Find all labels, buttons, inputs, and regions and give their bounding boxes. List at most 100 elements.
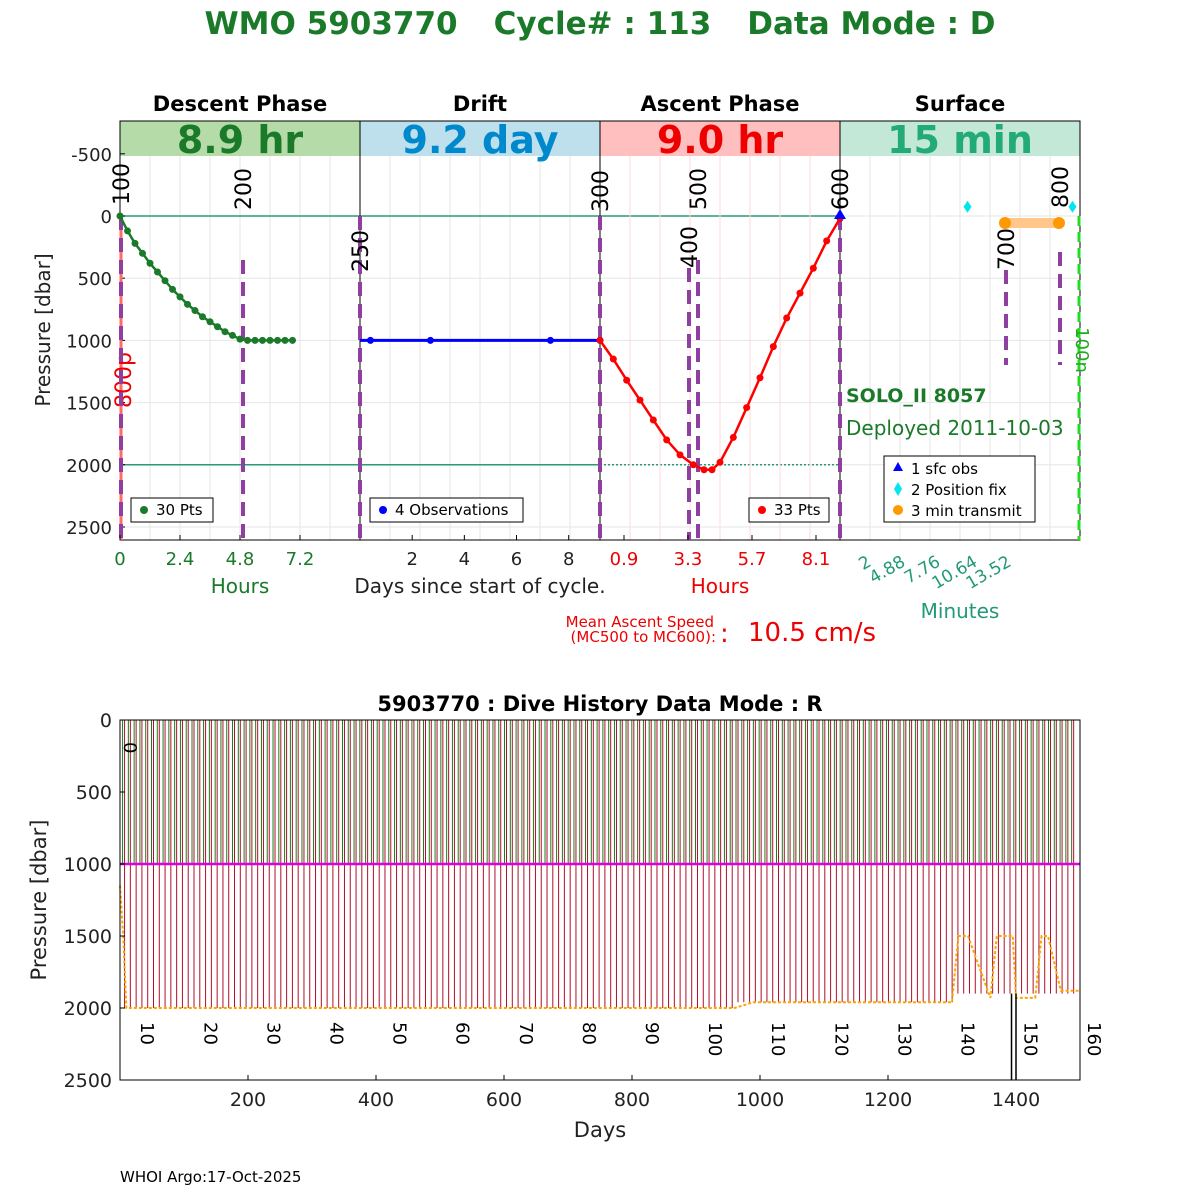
descent-point [251,336,259,344]
descent-point [146,259,154,267]
profile-depth-series [119,885,1080,1009]
x-tick-label: 8 [563,549,574,570]
drift-point [426,336,434,344]
legend-position-fix-label: 2 Position fix [911,481,1007,499]
descent-point [274,336,281,344]
descent-point [199,313,206,321]
cycle-number-label: 30 [262,1022,283,1045]
phase-band-surface [840,121,1080,156]
position-fix-marker [1068,200,1077,213]
x-tick-label: 600 [486,1089,522,1111]
ascent-point [716,458,724,466]
descent-point [214,323,221,331]
cycle-number-label: 80 [578,1022,599,1045]
y-tick-label: -500 [71,145,112,166]
cycle-number-label: 100 [704,1022,725,1056]
ascent-point [596,336,604,344]
phase-band-drift [360,121,600,156]
transmit-end-marker [1053,217,1065,229]
x-tick-label: 800 [614,1089,650,1111]
descent-point [229,331,236,339]
descent-point [266,336,274,344]
legend-sfc-obs-swatch [893,462,903,471]
drift-point [366,336,374,344]
legend-transmit-label: 3 min transmit [911,502,1022,520]
deployed-date: Deployed 2011-10-03 [846,416,1064,440]
phase-band-descent [120,121,360,156]
cycle-number-label: 50 [389,1022,410,1045]
drift-point [546,336,554,344]
mc-marker-label: 500 [687,168,712,210]
ascent-point [676,451,684,459]
ascent-speed-value: 10.5 cm/s [748,618,876,648]
cycle-number-label: 20 [199,1022,220,1045]
descent-point [139,249,146,257]
cycle-number-label: 120 [830,1022,851,1056]
ascent-point [623,376,631,384]
ascent-point [823,237,831,245]
y-tick-label: 0 [100,710,112,732]
y-tick-label: 500 [76,782,112,804]
legend-ascent-label: 33 Pts [774,501,821,519]
legend-transmit-swatch [893,505,903,515]
x-tick-label: 1000 [736,1089,784,1111]
ascent-point [729,433,737,441]
mc-marker-label: 800 [1049,166,1074,208]
descent-point [281,336,289,344]
x-tick-label: 5.7 [738,549,767,570]
bottom-axes-frame [119,719,1081,1081]
green-vertical-label: 100n [1071,327,1092,373]
phase-duration-drift: 9.2 day [402,118,559,162]
y-axis-label: Pressure [dbar] [27,820,51,981]
cycle-number-label: 140 [957,1022,978,1056]
x-tick-label: 7.2 [286,549,315,570]
legend-sfc-obs-label: 1 sfc obs [911,460,978,478]
ascent-speed-colon: : [720,619,729,649]
y-axis-label: Pressure [dbar] [31,253,55,406]
descent-point [259,336,266,344]
figure-title: WMO 5903770 Cycle# : 113 Data Mode : D [204,6,995,42]
x-tick-label: 0 [114,549,125,570]
ascent-point [756,374,764,382]
mc-marker-label: 100 [110,163,135,205]
mc-marker-label: 700 [995,228,1020,270]
x-label-surface: Minutes [921,599,1000,623]
cycle-number-label: 70 [515,1022,536,1045]
phase-duration-descent: 8.9 hr [177,118,304,162]
x-label-drift: Days since start of cycle. [354,574,605,598]
x-tick-label: 3.3 [674,549,703,570]
mc-marker-label: 300 [589,170,614,212]
descent-point [289,336,296,344]
x-tick-label: 4.8 [226,549,255,570]
dive-history-panel: 5903770 : Dive History Data Mode : R0500… [27,692,1104,1142]
descent-point [236,335,244,343]
ascent-point [783,314,791,322]
y-tick-label: 2500 [66,518,112,539]
ascent-point [689,461,697,469]
float-name: SOLO_II 8057 [846,385,987,407]
legend-drift-box [369,497,524,523]
descent-point [154,268,161,276]
x-tick-label: 6 [511,549,522,570]
y-tick-label: 1500 [64,926,112,948]
descent-point [184,300,191,308]
x-tick-label: 4 [459,549,470,570]
descent-point [161,277,169,285]
descent-point [131,239,139,247]
legend-ascent-swatch [758,506,766,514]
x-tick-label: 0.9 [610,549,639,570]
x-tick-label: 2 [406,549,417,570]
y-tick-label: 500 [78,269,112,290]
legend-drift-label: 4 Observations [395,501,509,519]
cycle-number-label: 110 [767,1022,788,1056]
phase-duration-surface: 15 min [887,118,1033,162]
cycle-number-label: 0 [119,742,140,753]
ascent-point [700,466,708,474]
ascent-speed-label-1: Mean Ascent Speed [566,613,714,631]
legend-position-fix-swatch [894,482,902,496]
position-fix-marker [963,200,972,213]
ascent-point [743,404,751,412]
descent-point [169,285,176,293]
cycle-number-label: 160 [1083,1022,1104,1056]
sfc-obs-marker [834,209,846,219]
